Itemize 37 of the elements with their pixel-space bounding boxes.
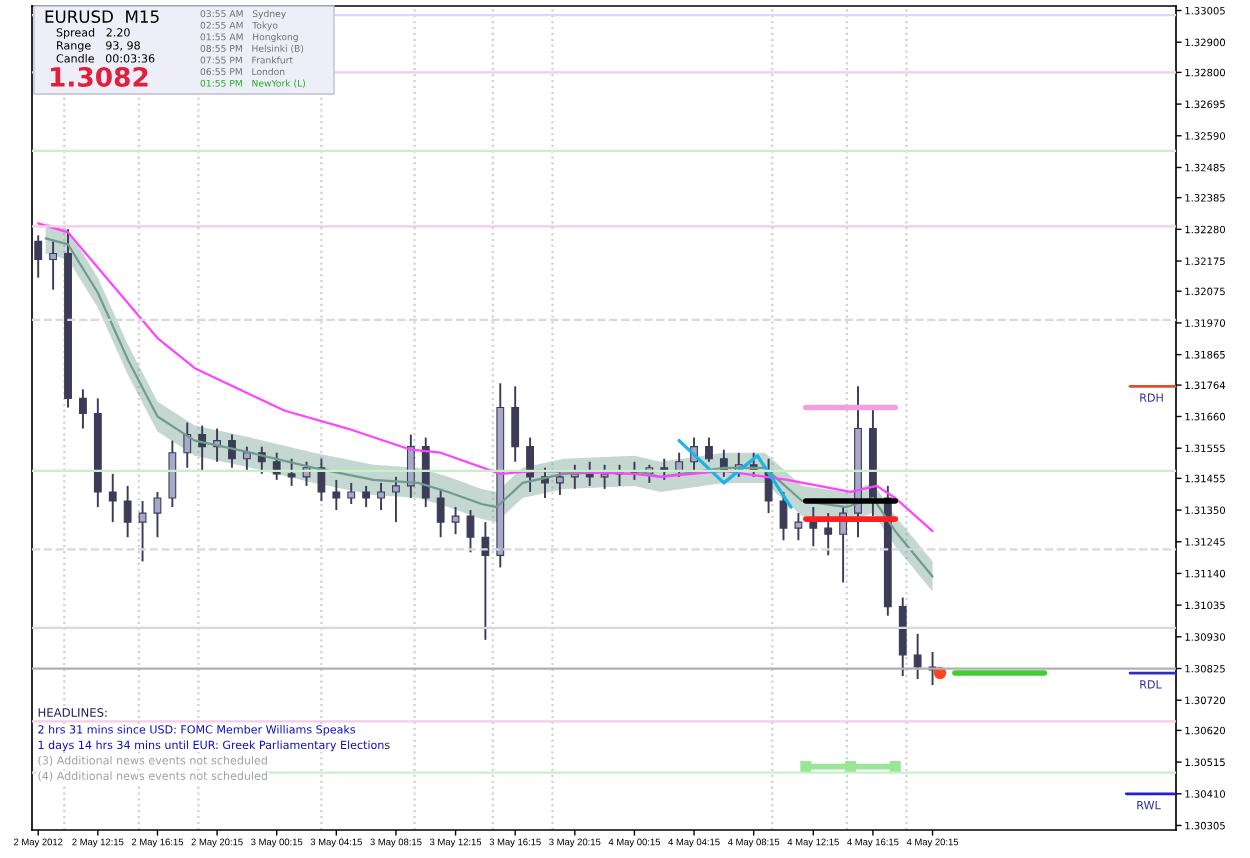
candlestick	[392, 475, 400, 524]
candlestick	[779, 490, 788, 542]
candlestick	[451, 506, 460, 536]
candlestick	[824, 512, 833, 557]
line-series	[677, 438, 793, 509]
candlestick	[108, 472, 117, 524]
candlestick	[794, 512, 803, 542]
candlestick	[79, 388, 87, 430]
candlestick	[49, 240, 58, 291]
candlestick	[362, 484, 371, 509]
candlestick	[138, 500, 147, 563]
annotation: 1.3082	[50, 66, 148, 87]
candlestick	[347, 481, 356, 505]
candlestick	[436, 487, 445, 539]
candlestick	[481, 521, 490, 641]
candlestick	[183, 421, 192, 469]
candlestick	[600, 463, 609, 490]
candlestick	[913, 632, 922, 681]
candlestick	[555, 469, 564, 496]
candlestick	[332, 478, 341, 512]
candlestick	[123, 484, 132, 539]
candlestick	[511, 385, 520, 463]
candlestick	[705, 436, 713, 463]
line-series	[37, 222, 934, 533]
candlestick	[287, 457, 296, 487]
candlestick	[168, 439, 177, 509]
candlestick	[377, 481, 385, 512]
candlestick	[526, 436, 535, 493]
candlestick	[570, 463, 579, 490]
annotation: EURUSD M15	[45, 10, 159, 23]
candlestick	[34, 234, 43, 279]
candlestick	[228, 433, 236, 469]
candlestick	[585, 460, 594, 487]
candlestick	[466, 509, 475, 554]
candlestick	[153, 490, 162, 539]
candlestick	[317, 457, 326, 502]
candlestick	[675, 451, 684, 478]
